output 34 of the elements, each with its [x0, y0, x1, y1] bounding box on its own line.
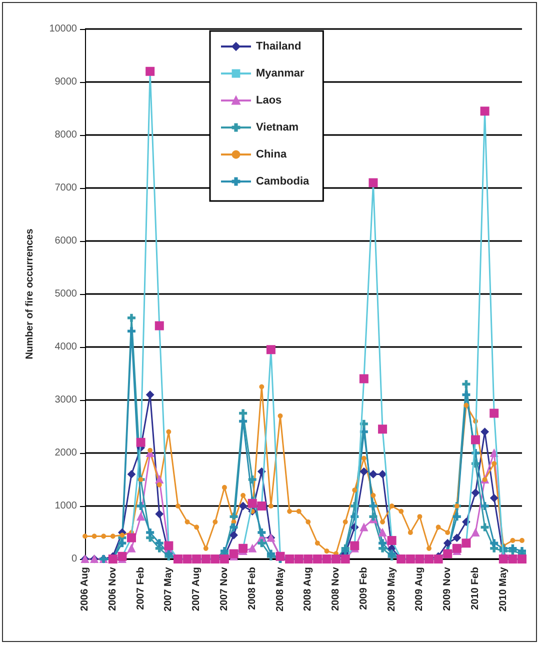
y-tick-label: 3000: [54, 394, 78, 406]
x-tick-label: 2007 May: [163, 566, 174, 612]
legend-label: China: [256, 148, 288, 160]
x-tick-label: 2009 May: [386, 566, 398, 612]
x-tick-label: 2007 Aug: [191, 567, 202, 612]
x-tick-label: 2006 Nov: [107, 566, 118, 611]
x-tick-label: 2010 May: [498, 566, 509, 612]
y-tick-label: 7000: [54, 182, 78, 194]
x-tick-label: 2010 Feb: [470, 567, 482, 610]
legend-label: Myanmar: [256, 68, 306, 80]
x-tick-label: 2009 Aug: [414, 567, 426, 612]
x-tick-label: 2007 Feb: [135, 567, 146, 610]
x-tick-label: 2008 May: [274, 566, 286, 612]
legend-label: Cambodia: [256, 176, 310, 188]
y-tick-label: 10000: [49, 24, 78, 34]
x-tick-label: 2008 Aug: [302, 567, 314, 612]
x-tick-label: 2006 Aug: [80, 567, 90, 612]
y-tick-label: 6000: [54, 236, 78, 246]
y-tick-label: 8000: [54, 130, 78, 140]
x-tick-label: 2007 Nov: [218, 566, 230, 611]
legend-label: Laos: [256, 94, 282, 106]
y-tick-label: 1000: [54, 500, 78, 512]
legend-label: Thailand: [256, 40, 302, 52]
y-axis-title: Number of fire occurrences: [24, 228, 36, 360]
x-tick-label: 2008 Feb: [246, 567, 258, 610]
y-tick-label: 9000: [54, 76, 78, 88]
y-tick-label: 4000: [54, 342, 78, 352]
x-tick-label: 2009 Feb: [358, 567, 370, 610]
x-tick-label: 2008 Nov: [330, 566, 342, 611]
y-tick-label: 2000: [54, 448, 78, 458]
legend-label: Vietnam: [256, 122, 299, 134]
y-tick-label: 5000: [54, 288, 78, 300]
x-tick-label: 2009 Nov: [442, 566, 454, 611]
y-tick-label: 0: [71, 554, 78, 564]
